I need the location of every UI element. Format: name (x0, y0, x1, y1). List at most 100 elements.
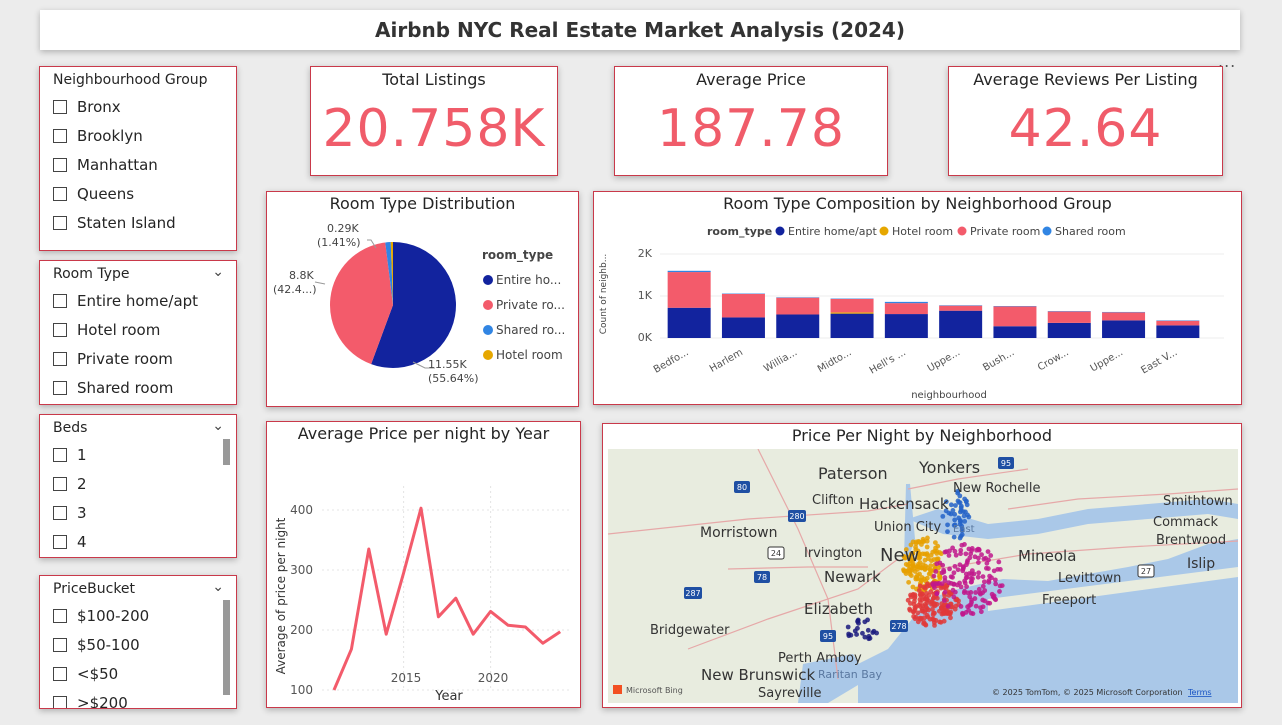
map-point-brooklyn[interactable] (919, 591, 925, 597)
map-point-queens[interactable] (958, 547, 964, 553)
map-point-manhattan[interactable] (924, 575, 930, 581)
map-point-queens[interactable] (976, 586, 982, 592)
map-point-queens[interactable] (973, 603, 979, 609)
map-point-brooklyn[interactable] (917, 597, 923, 602)
map-point-queens[interactable] (936, 580, 942, 586)
bar-segment-private[interactable] (1047, 311, 1091, 323)
map-point-queens[interactable] (985, 549, 991, 554)
map-point-queens[interactable] (965, 590, 971, 596)
map-point-staten-island[interactable] (871, 628, 877, 634)
legend-shared[interactable]: Shared room (1055, 225, 1126, 238)
option-queens[interactable]: Queens (53, 179, 236, 208)
map-point-staten-island[interactable] (860, 630, 865, 636)
map-point-bronx[interactable] (958, 519, 963, 525)
map-point-brooklyn[interactable] (921, 621, 926, 626)
map-point-queens[interactable] (933, 569, 939, 574)
map-point-queens[interactable] (996, 559, 1002, 565)
option-price-over-200[interactable]: >$200 (53, 688, 236, 708)
map-point-staten-island[interactable] (866, 636, 872, 642)
option-brooklyn[interactable]: Brooklyn (53, 121, 236, 150)
map-point-bronx[interactable] (962, 496, 968, 502)
map-point-queens[interactable] (943, 549, 949, 555)
checkbox[interactable] (53, 476, 67, 491)
map-point-brooklyn[interactable] (915, 610, 921, 616)
map-point-queens[interactable] (950, 545, 956, 551)
checkbox[interactable] (53, 351, 67, 366)
checkbox[interactable] (53, 157, 67, 172)
option-beds-1[interactable]: 1 (53, 440, 236, 469)
checkbox[interactable] (53, 128, 67, 143)
map-point-brooklyn[interactable] (916, 588, 922, 593)
map-point-queens[interactable] (960, 568, 966, 574)
map-point-manhattan[interactable] (932, 565, 938, 571)
map-point-queens[interactable] (937, 560, 943, 566)
map-point-bronx[interactable] (966, 514, 972, 520)
bar-segment-entire[interactable] (1102, 320, 1146, 338)
map-point-queens[interactable] (993, 597, 999, 603)
map-point-queens[interactable] (991, 568, 997, 574)
checkbox[interactable] (53, 447, 67, 462)
map-point-manhattan[interactable] (928, 568, 934, 574)
bar-segment-private[interactable] (884, 303, 928, 315)
map-point-manhattan[interactable] (924, 544, 930, 550)
map-point-queens[interactable] (948, 581, 954, 586)
map-point-queens[interactable] (989, 575, 994, 581)
map-point-queens[interactable] (934, 591, 940, 597)
map-point-queens[interactable] (988, 553, 994, 558)
map-point-bronx[interactable] (964, 502, 970, 508)
map-point-brooklyn[interactable] (938, 619, 944, 625)
map-point-queens[interactable] (959, 542, 965, 548)
bar-segment-private[interactable] (939, 305, 983, 311)
map-point-queens[interactable] (981, 556, 987, 562)
map-point-queens[interactable] (977, 590, 983, 596)
checkbox[interactable] (53, 608, 67, 623)
map-point-manhattan[interactable] (906, 567, 912, 573)
map-point-brooklyn[interactable] (956, 598, 961, 604)
legend-entire[interactable]: Entire ho... (496, 273, 561, 287)
bar-segment-shared[interactable] (667, 270, 711, 273)
map-point-queens[interactable] (957, 580, 962, 586)
checkbox[interactable] (53, 505, 67, 520)
bar-segment-entire[interactable] (830, 313, 874, 338)
map-point-queens[interactable] (933, 581, 939, 586)
map-point-brooklyn[interactable] (907, 606, 912, 612)
map-point-manhattan[interactable] (910, 551, 916, 557)
map-point-manhattan[interactable] (934, 551, 940, 556)
map-point-queens[interactable] (980, 604, 986, 610)
map-point-brooklyn[interactable] (917, 615, 923, 621)
map-point-bronx[interactable] (961, 513, 967, 519)
option-hotel-room[interactable]: Hotel room (53, 315, 236, 344)
legend-hotel[interactable]: Hotel room (496, 348, 563, 362)
map-point-staten-island[interactable] (855, 617, 861, 623)
map-point-queens[interactable] (962, 578, 968, 584)
map-point-staten-island[interactable] (845, 624, 851, 630)
pie-slice-entire[interactable] (371, 242, 456, 368)
checkbox[interactable] (53, 380, 67, 395)
map-point-manhattan[interactable] (935, 543, 941, 549)
map-point-manhattan[interactable] (922, 557, 928, 563)
map-point-queens[interactable] (942, 578, 948, 584)
map-point-brooklyn[interactable] (948, 615, 953, 621)
map-point-queens[interactable] (932, 585, 937, 591)
map-point-queens[interactable] (997, 589, 1002, 594)
map-point-manhattan[interactable] (913, 547, 919, 553)
map[interactable]: Paterson Yonkers New Rochelle Clifton Ha… (608, 449, 1238, 703)
option-beds-2[interactable]: 2 (53, 469, 236, 498)
map-point-brooklyn[interactable] (940, 607, 946, 613)
map-point-queens[interactable] (942, 589, 948, 595)
legend-entire[interactable]: Entire home/apt (788, 225, 877, 238)
map-point-manhattan[interactable] (906, 579, 912, 585)
map-point-manhattan[interactable] (920, 536, 926, 542)
checkbox[interactable] (53, 99, 67, 114)
checkbox[interactable] (53, 637, 67, 652)
scrollbar[interactable] (223, 439, 230, 465)
map-point-staten-island[interactable] (854, 632, 859, 637)
map-point-brooklyn[interactable] (913, 604, 919, 610)
map-point-manhattan[interactable] (910, 584, 916, 590)
map-point-staten-island[interactable] (865, 617, 870, 623)
map-point-manhattan[interactable] (901, 553, 907, 559)
map-point-manhattan[interactable] (917, 571, 922, 577)
checkbox[interactable] (53, 666, 67, 681)
legend-shared[interactable]: Shared ro... (496, 323, 565, 337)
map-point-manhattan[interactable] (919, 542, 924, 547)
